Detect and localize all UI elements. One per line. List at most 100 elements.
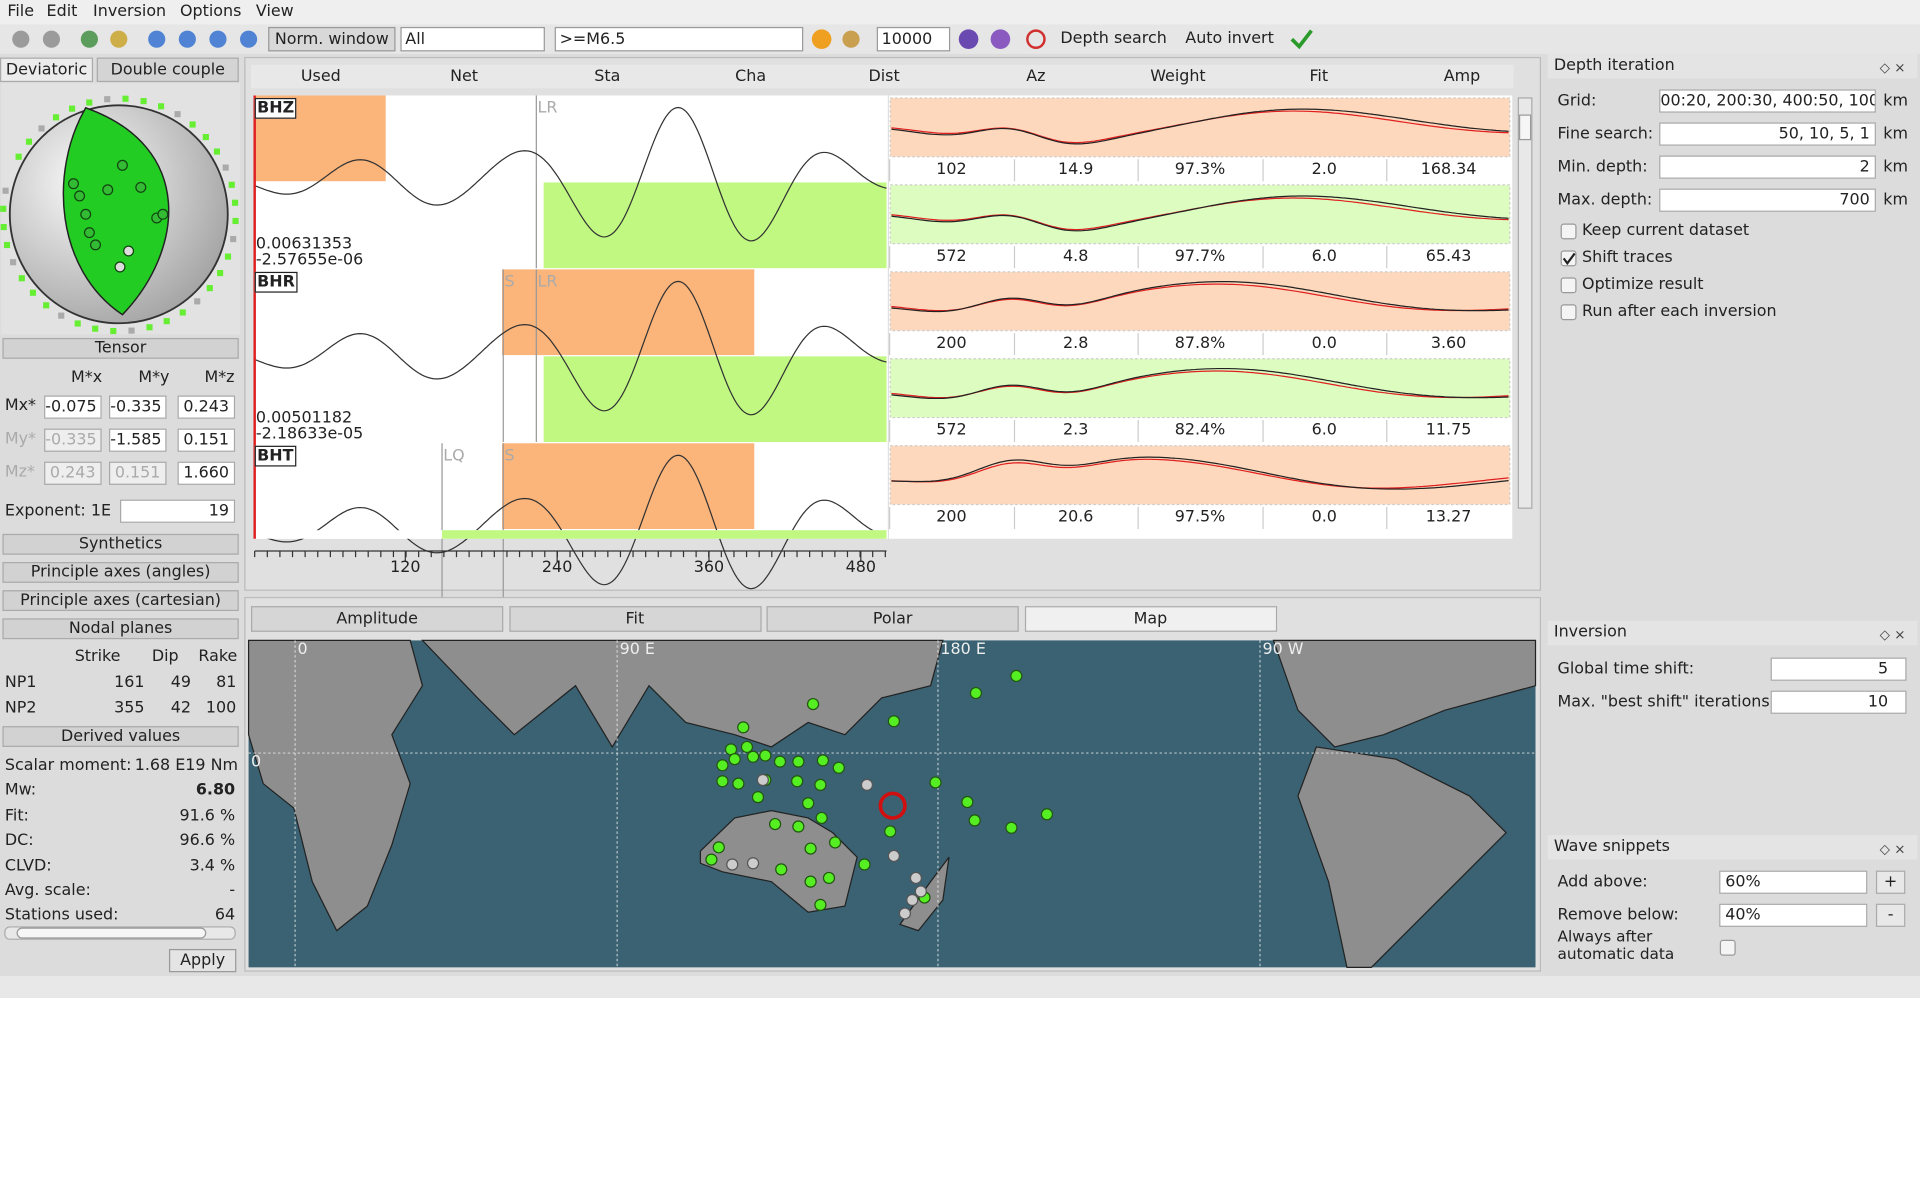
table-cell: 2.8 [1013,333,1137,356]
station-marker [224,253,232,260]
station-dot [775,863,788,876]
station-dot [887,849,901,863]
tab[interactable]: Map [1024,606,1277,632]
spinbox[interactable]: 60% [1719,870,1868,894]
field-input[interactable]: 2 [1659,155,1876,179]
observed-trace [891,108,1509,145]
button[interactable]: Nodal planes [2,618,239,640]
station-marker [158,103,165,110]
tensor-cell[interactable]: -0.075 [44,395,102,419]
column-header: Sta [594,67,621,86]
station-marker [69,105,76,112]
station-dot [114,261,126,273]
checkbox-label[interactable]: Keep current dataset [1582,221,1750,240]
synthetic-trace [891,370,1509,399]
count-spinbox[interactable]: 10000 [876,26,951,52]
apply-button[interactable]: Apply [168,948,237,973]
table-cell: 168.34 [1386,159,1510,182]
button[interactable]: Principle axes (angles) [2,562,239,583]
spinbox[interactable]: 10 [1770,690,1907,714]
station-marker [52,114,60,121]
spinbox[interactable]: 40% [1719,903,1868,927]
channel-label: BHR [254,271,298,293]
station-dot [929,776,942,789]
small-button[interactable]: + [1875,870,1906,894]
field-input[interactable]: 00:20, 200:30, 400:50, 100 [1659,89,1876,113]
menu-item[interactable]: View [255,2,294,21]
menu-item[interactable]: File [7,2,34,21]
station-dot [80,208,92,220]
station-dot [123,245,135,257]
filter-combo[interactable]: All [400,26,545,52]
map-label: 180 E [940,640,986,659]
synthetic-trace [891,458,1509,489]
nodal-cell: 100 [205,699,237,718]
station-dot [887,715,901,728]
field-input[interactable]: 50, 10, 5, 1 [1659,122,1876,146]
fit-plot [889,358,1511,419]
tensor-cell[interactable]: -0.335 [44,428,102,452]
station-dot [1005,821,1018,834]
menu-item[interactable]: Edit [46,2,78,21]
magnitude-combo[interactable]: >=M6.5 [554,26,804,52]
field-label: Add above: [1557,873,1648,892]
station-dot [712,841,725,854]
checkbox [1560,277,1577,294]
menu-item[interactable]: Inversion [93,2,167,21]
trace-highlight [543,356,887,443]
station-dot [726,858,739,871]
tab[interactable]: Deviatoric [0,57,94,83]
amp-max-label: 0.00631353 [255,235,353,254]
field-input[interactable]: 700 [1659,188,1876,212]
tab[interactable]: Amplitude [251,606,504,632]
tab[interactable]: Double couple [96,57,239,83]
toolbar-icon [1026,29,1046,49]
nodal-cell: 81 [216,673,237,692]
observed-trace [891,281,1509,313]
dock-title: Wave snippets [1553,837,1670,856]
table-cell: 14.9 [1013,159,1137,182]
table-cell: 11.75 [1386,420,1510,443]
tab[interactable]: Fit [508,606,762,632]
small-button[interactable]: - [1875,903,1906,927]
landmass [1272,639,1537,748]
tab[interactable]: Polar [766,606,1019,632]
station-dot [716,759,729,772]
auto-invert-button[interactable]: Auto invert [1185,29,1274,48]
table-cell: 572 [888,246,1013,269]
table-cell: 82.4% [1137,420,1262,443]
checkbox-label[interactable]: Shift traces [1582,248,1673,267]
observed-trace [891,367,1509,400]
station-dot [858,858,871,871]
checkbox-label[interactable]: Optimize result [1582,275,1704,294]
tensor-cell[interactable]: -0.335 [108,395,167,419]
beachball-compression [62,106,170,316]
exponent-input[interactable]: 19 [120,499,236,523]
nodal-cell: 161 [114,673,145,692]
tensor-cell[interactable]: 0.151 [177,428,236,452]
tensor-cell[interactable]: 0.151 [108,461,167,485]
toolbar-icon [110,30,128,48]
station-marker [0,205,7,212]
depth-search-button[interactable]: Depth search [1060,29,1167,48]
station-dot [832,761,845,774]
button[interactable]: Synthetics [2,533,239,555]
toolbar-icon [148,30,166,48]
menu-item[interactable]: Options [180,2,242,21]
tensor-cell[interactable]: -1.585 [108,428,167,452]
checkbox-label[interactable]: Run after each inversion [1582,302,1777,321]
landmass [1297,746,1507,968]
station-marker [146,324,153,331]
checkbox-label[interactable]: Always after automatic data [1557,926,1675,963]
button[interactable]: Principle axes (cartesian) [2,590,239,612]
axis-tick-label: 120 [390,558,421,577]
field-label: Max. "best shift" iterations [1557,693,1770,712]
derived-value: 6.80 [195,781,236,801]
tensor-cell[interactable]: 0.243 [177,395,236,419]
norm-window-button[interactable]: Norm. window [268,26,396,52]
station-dot [740,740,754,754]
tensor-cell[interactable]: 1.660 [177,461,236,485]
tensor-cell[interactable]: 0.243 [44,461,102,485]
spinbox[interactable]: 5 [1770,657,1907,681]
column-header: Cha [735,67,767,86]
